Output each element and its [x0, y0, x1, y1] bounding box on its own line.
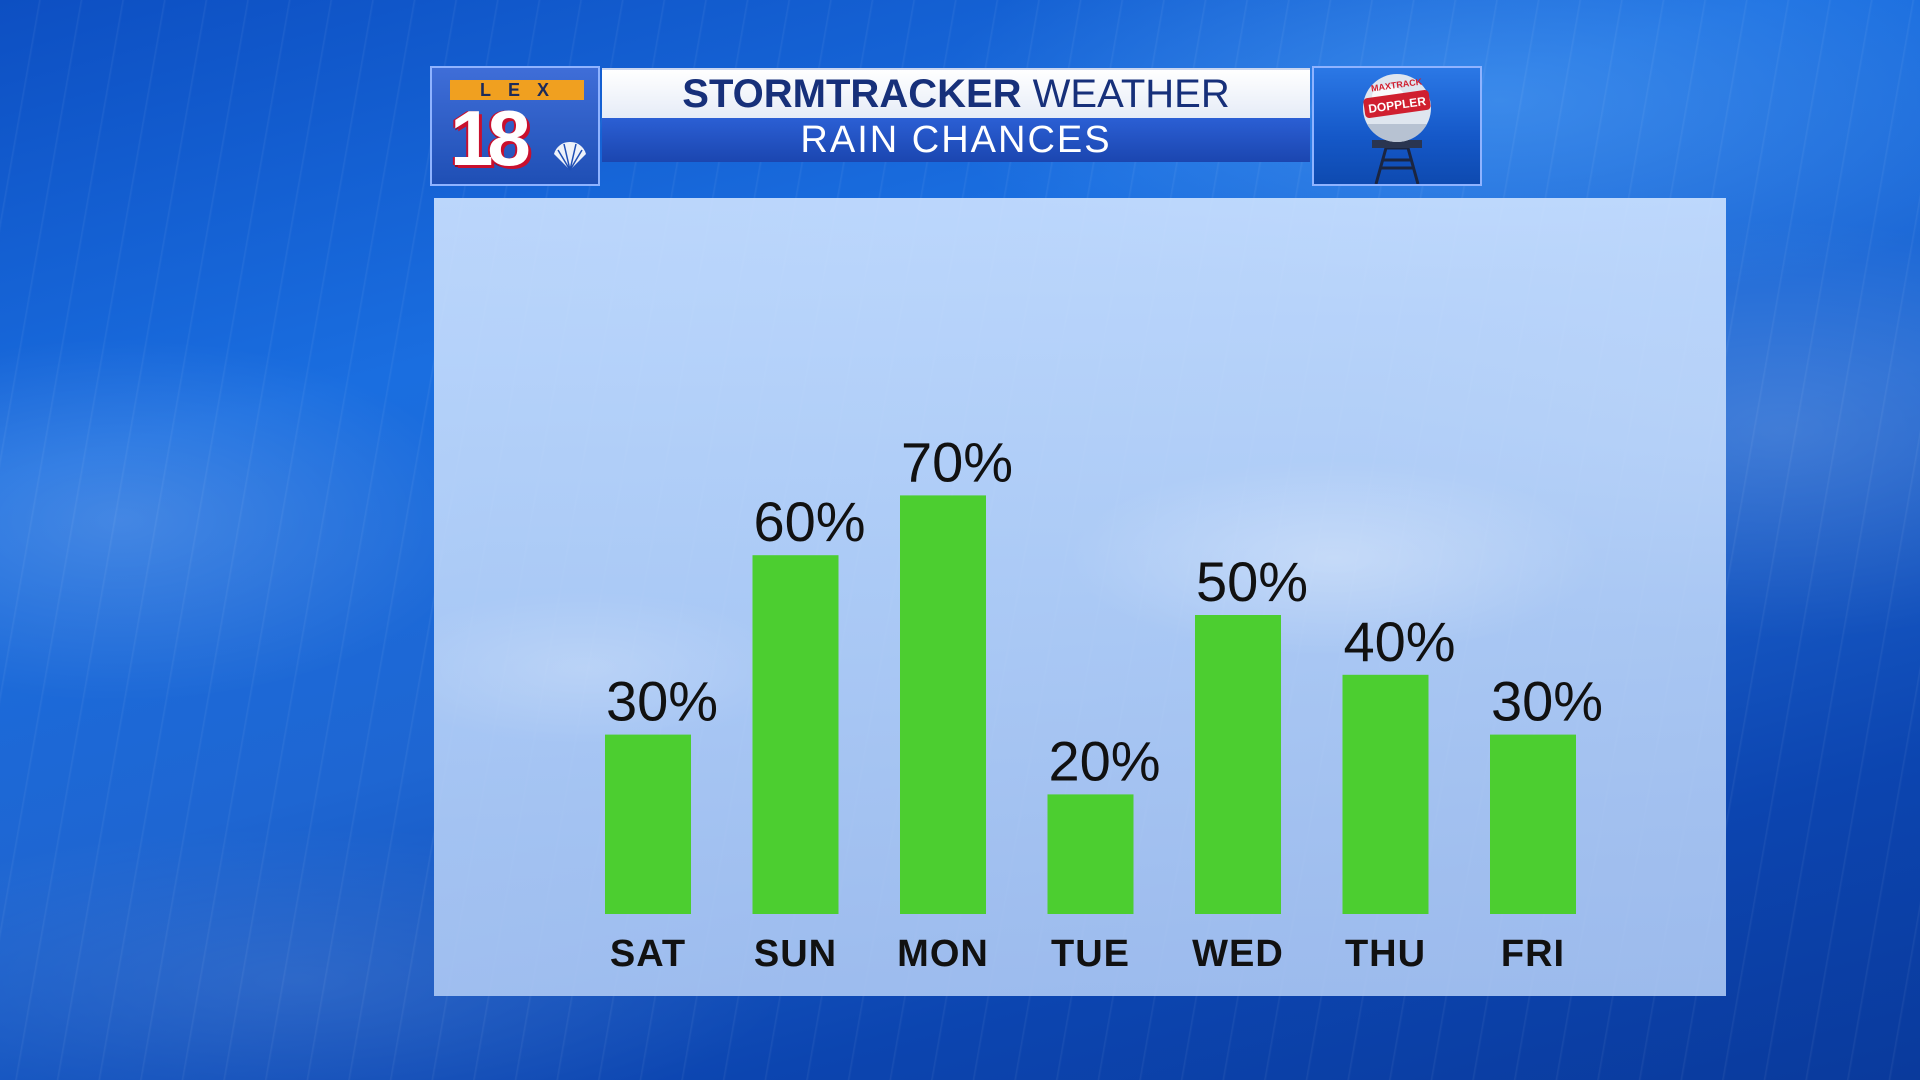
day-label-thu: THU — [1345, 933, 1426, 975]
station-letters: LEX — [450, 80, 584, 100]
station-logo: LEX 18 — [430, 66, 600, 186]
title-block: STORMTRACKER WEATHER RAIN CHANCES — [602, 66, 1310, 186]
value-label-sun: 60% — [753, 490, 865, 553]
bar-wed — [1195, 615, 1281, 914]
header-bar: LEX 18 STORMTRACKER WEATHER RAIN CHANCES — [430, 66, 1484, 188]
bar-mon — [900, 495, 986, 914]
value-label-fri: 30% — [1491, 670, 1603, 733]
title-bold: STORMTRACKER — [682, 72, 1022, 116]
station-number: 18 — [450, 94, 531, 182]
page-subtitle: RAIN CHANCES — [602, 118, 1310, 162]
value-label-tue: 20% — [1048, 729, 1160, 792]
title-regular: WEATHER — [1032, 72, 1230, 116]
value-label-thu: 40% — [1343, 610, 1455, 673]
value-label-mon: 70% — [901, 430, 1013, 493]
rain-chance-chart: 30% SAT 60% SUN 70% MON 20% TUE 50% WED 40% THU 30% F… — [605, 430, 1603, 975]
bar-fri — [1490, 734, 1576, 914]
day-label-sun: SUN — [754, 933, 837, 975]
doppler-logo: MAXTRACK DOPPLER — [1312, 66, 1482, 186]
peacock-icon — [554, 141, 586, 171]
bar-sun — [752, 555, 839, 914]
value-label-wed: 50% — [1196, 550, 1308, 613]
bar-thu — [1342, 674, 1429, 914]
day-label-sat: SAT — [610, 933, 686, 975]
bar-tue — [1047, 794, 1134, 914]
day-label-tue: TUE — [1051, 933, 1130, 975]
radar-tower-icon: MAXTRACK DOPPLER — [1363, 74, 1431, 184]
page-title: STORMTRACKER WEATHER — [602, 68, 1310, 118]
bar-sat — [605, 734, 691, 914]
chart-panel: 30% SAT 60% SUN 70% MON 20% TUE 50% WED 40% THU 30% F… — [434, 198, 1726, 996]
value-label-sat: 30% — [606, 670, 718, 733]
day-label-wed: WED — [1192, 933, 1284, 975]
day-label-fri: FRI — [1501, 933, 1565, 975]
day-label-mon: MON — [897, 933, 989, 975]
